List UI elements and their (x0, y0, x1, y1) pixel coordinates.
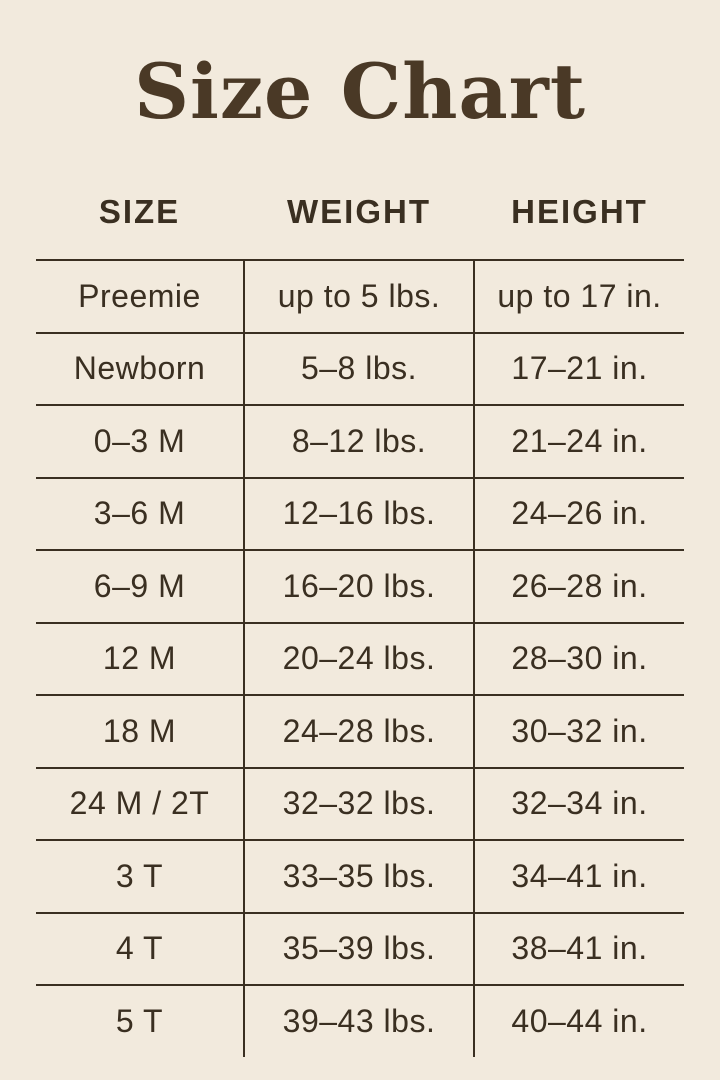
size-cell: 0–3 M (93, 422, 186, 459)
table-row-0-3m: 0–3 M 8–12 lbs. 21–24 in. (36, 404, 684, 477)
size-cell: 3 T (115, 857, 164, 894)
weight-cell: 8–12 lbs. (243, 406, 475, 477)
size-cell: 12 M (102, 640, 177, 677)
column-header-weight: WEIGHT (287, 193, 431, 230)
height-cell: up to 17 in. (497, 277, 662, 314)
weight-cell: 32–32 lbs. (243, 768, 475, 839)
weight-cell: 35–39 lbs. (243, 913, 475, 984)
height-cell: 38–41 in. (511, 930, 648, 967)
size-chart-table: Preemie up to 5 lbs. up to 17 in. Newbor… (36, 259, 684, 1057)
table-row-24m-2t: 24 M / 2T 32–32 lbs. 32–34 in. (36, 766, 684, 839)
weight-cell: 33–35 lbs. (243, 841, 475, 912)
height-cell: 40–44 in. (511, 1002, 648, 1039)
table-row-12m: 12 M 20–24 lbs. 28–30 in. (36, 621, 684, 694)
weight-cell: 12–16 lbs. (243, 478, 475, 549)
table-header-row: SIZE WEIGHT HEIGHT (36, 193, 684, 231)
table-row-6-9m: 6–9 M 16–20 lbs. 26–28 in. (36, 549, 684, 622)
table-row-3t: 3 T 33–35 lbs. 34–41 in. (36, 839, 684, 912)
size-cell: 4 T (115, 930, 164, 967)
size-cell: 3–6 M (93, 495, 186, 532)
size-cell: 6–9 M (93, 567, 186, 604)
table-row-3-6m: 3–6 M 12–16 lbs. 24–26 in. (36, 476, 684, 549)
size-cell: 5 T (115, 1002, 164, 1039)
column-header-height: HEIGHT (511, 193, 648, 230)
weight-cell: 39–43 lbs. (243, 986, 475, 1057)
table-row-18m: 18 M 24–28 lbs. 30–32 in. (36, 694, 684, 767)
height-cell: 34–41 in. (511, 857, 648, 894)
weight-cell: 5–8 lbs. (243, 333, 475, 404)
size-cell: 18 M (102, 712, 177, 749)
height-cell: 17–21 in. (511, 350, 648, 387)
weight-cell: 20–24 lbs. (243, 623, 475, 694)
height-cell: 21–24 in. (511, 422, 648, 459)
table-row-5t: 5 T 39–43 lbs. 40–44 in. (36, 984, 684, 1057)
column-header-size: SIZE (98, 193, 181, 230)
weight-cell: up to 5 lbs. (243, 261, 475, 332)
page-title: Size Chart (134, 47, 586, 136)
height-cell: 26–28 in. (511, 567, 648, 604)
height-cell: 24–26 in. (511, 495, 648, 532)
size-cell: Newborn (73, 350, 206, 387)
size-cell: Preemie (78, 277, 201, 314)
size-cell: 24 M / 2T (69, 785, 210, 822)
table-row-4t: 4 T 35–39 lbs. 38–41 in. (36, 911, 684, 984)
weight-cell: 16–20 lbs. (243, 551, 475, 622)
height-cell: 32–34 in. (511, 785, 648, 822)
weight-cell: 24–28 lbs. (243, 696, 475, 767)
height-cell: 28–30 in. (511, 640, 648, 677)
table-row-preemie: Preemie up to 5 lbs. up to 17 in. (36, 259, 684, 332)
table-row-newborn: Newborn 5–8 lbs. 17–21 in. (36, 331, 684, 404)
height-cell: 30–32 in. (511, 712, 648, 749)
